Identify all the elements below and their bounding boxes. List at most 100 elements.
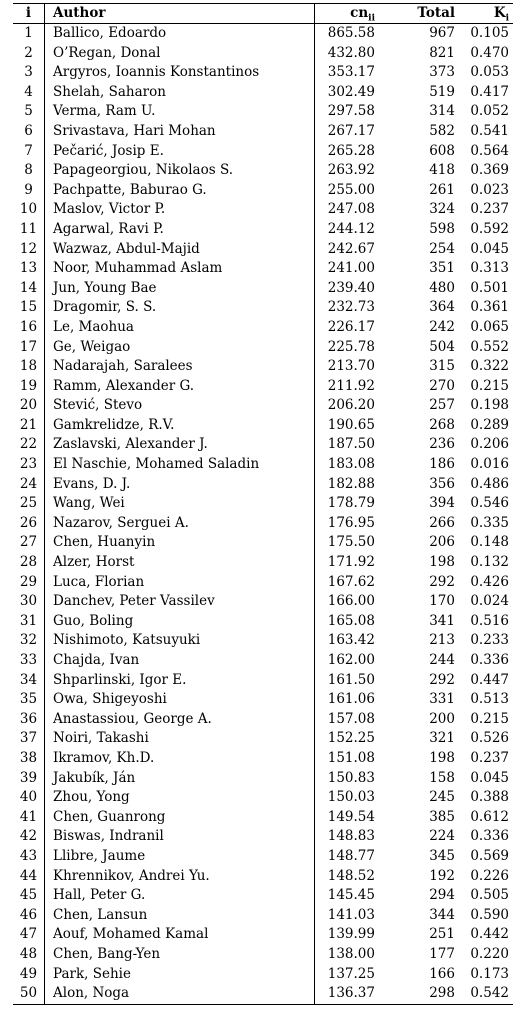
cell-rank: 12 (13, 240, 45, 260)
cell-author: Alzer, Horst (45, 553, 315, 573)
cell-author: Verma, Ram U. (45, 102, 315, 122)
table-row: 40 Zhou, Yong 150.03 245 0.388 (13, 788, 513, 808)
cell-author: Pachpatte, Baburao G. (45, 181, 315, 201)
cell-rank: 10 (13, 200, 45, 220)
cell-k: 0.505 (463, 886, 513, 906)
cell-k: 0.052 (463, 102, 513, 122)
cell-author: Wazwaz, Abdul-Majid (45, 240, 315, 260)
cell-cn: 137.25 (315, 965, 384, 985)
cell-total: 356 (383, 475, 463, 495)
cell-rank: 37 (13, 729, 45, 749)
cell-total: 373 (383, 63, 463, 83)
cell-cn: 297.58 (315, 102, 384, 122)
cell-author: Wang, Wei (45, 494, 315, 514)
table-row: 7 Pečarić, Josip E. 265.28 608 0.564 (13, 142, 513, 162)
cell-rank: 26 (13, 514, 45, 534)
cell-k: 0.442 (463, 925, 513, 945)
cell-rank: 5 (13, 102, 45, 122)
cell-total: 186 (383, 455, 463, 475)
cell-rank: 23 (13, 455, 45, 475)
cell-k: 0.045 (463, 240, 513, 260)
cell-total: 298 (383, 984, 463, 1004)
cell-cn: 148.77 (315, 847, 384, 867)
cell-k: 0.313 (463, 259, 513, 279)
cell-author: Luca, Florian (45, 573, 315, 593)
cell-total: 242 (383, 318, 463, 338)
table-row: 24 Evans, D. J. 182.88 356 0.486 (13, 475, 513, 495)
cell-total: 582 (383, 122, 463, 142)
cell-rank: 27 (13, 533, 45, 553)
table-row: 49 Park, Sehie 137.25 166 0.173 (13, 965, 513, 985)
cell-total: 345 (383, 847, 463, 867)
cell-k: 0.226 (463, 867, 513, 887)
cell-cn: 302.49 (315, 83, 384, 103)
cell-cn: 213.70 (315, 357, 384, 377)
cell-total: 314 (383, 102, 463, 122)
header-row: i Author cnii Total Ki (13, 4, 513, 24)
cell-total: 261 (383, 181, 463, 201)
cell-k: 0.023 (463, 181, 513, 201)
cell-total: 158 (383, 769, 463, 789)
cell-author: Papageorgiou, Nikolaos S. (45, 161, 315, 181)
cell-cn: 150.83 (315, 769, 384, 789)
cell-author: Chen, Huanyin (45, 533, 315, 553)
cell-author: Ramm, Alexander G. (45, 377, 315, 397)
cell-total: 292 (383, 671, 463, 691)
cell-rank: 38 (13, 749, 45, 769)
header-i: i (13, 4, 45, 24)
cell-rank: 19 (13, 377, 45, 397)
table-row: 18 Nadarajah, Saralees 213.70 315 0.322 (13, 357, 513, 377)
cell-cn: 161.50 (315, 671, 384, 691)
cell-cn: 211.92 (315, 377, 384, 397)
cell-rank: 14 (13, 279, 45, 299)
cell-total: 198 (383, 553, 463, 573)
cell-k: 0.513 (463, 690, 513, 710)
cell-author: Guo, Boling (45, 612, 315, 632)
cell-cn: 176.95 (315, 514, 384, 534)
cell-author: Aouf, Mohamed Kamal (45, 925, 315, 945)
cell-k: 0.516 (463, 612, 513, 632)
cell-total: 292 (383, 573, 463, 593)
header-total: Total (383, 4, 463, 24)
table-row: 46 Chen, Lansun 141.03 344 0.590 (13, 906, 513, 926)
cell-total: 331 (383, 690, 463, 710)
cell-rank: 39 (13, 769, 45, 789)
cell-rank: 15 (13, 298, 45, 318)
table-row: 16 Le, Maohua 226.17 242 0.065 (13, 318, 513, 338)
table-row: 30 Danchev, Peter Vassilev 166.00 170 0.024 (13, 592, 513, 612)
cell-cn: 157.08 (315, 710, 384, 730)
cell-cn: 175.50 (315, 533, 384, 553)
cell-rank: 50 (13, 984, 45, 1004)
cell-total: 266 (383, 514, 463, 534)
cell-rank: 18 (13, 357, 45, 377)
cell-k: 0.237 (463, 200, 513, 220)
cell-k: 0.148 (463, 533, 513, 553)
cell-k: 0.369 (463, 161, 513, 181)
table-row: 26 Nazarov, Serguei A. 176.95 266 0.335 (13, 514, 513, 534)
cell-rank: 8 (13, 161, 45, 181)
cell-rank: 49 (13, 965, 45, 985)
table-row: 20 Stević, Stevo 206.20 257 0.198 (13, 396, 513, 416)
cell-k: 0.426 (463, 573, 513, 593)
table-row: 3 Argyros, Ioannis Konstantinos 353.17 373 0… (13, 63, 513, 83)
cell-author: Pečarić, Josip E. (45, 142, 315, 162)
cell-cn: 865.58 (315, 24, 384, 44)
cell-k: 0.388 (463, 788, 513, 808)
cell-k: 0.065 (463, 318, 513, 338)
cell-rank: 46 (13, 906, 45, 926)
cell-k: 0.237 (463, 749, 513, 769)
cell-total: 245 (383, 788, 463, 808)
cell-total: 394 (383, 494, 463, 514)
cell-cn: 148.83 (315, 827, 384, 847)
cell-rank: 17 (13, 338, 45, 358)
cell-k: 0.542 (463, 984, 513, 1004)
cell-k: 0.526 (463, 729, 513, 749)
cell-total: 418 (383, 161, 463, 181)
cell-k: 0.198 (463, 396, 513, 416)
cell-author: Owa, Shigeyoshi (45, 690, 315, 710)
table-row: 19 Ramm, Alexander G. 211.92 270 0.215 (13, 377, 513, 397)
cell-cn: 163.42 (315, 631, 384, 651)
header-cn-main: cn (350, 5, 368, 21)
cell-author: Khrennikov, Andrei Yu. (45, 867, 315, 887)
header-author: Author (45, 4, 315, 24)
